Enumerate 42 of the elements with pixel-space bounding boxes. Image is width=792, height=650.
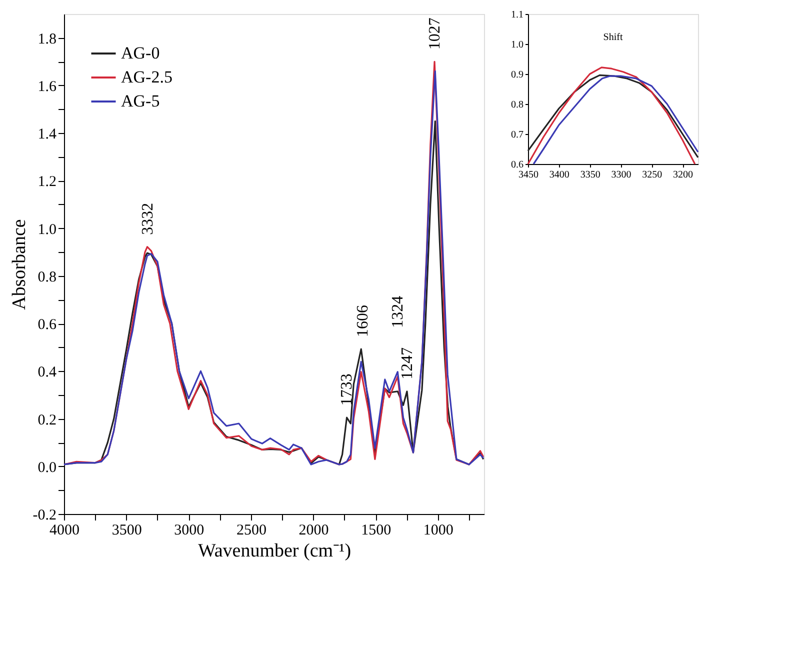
x-tick-label: 3350 [580,170,600,180]
y-tick-label: 0.8 [38,269,56,286]
y-tick-label: 0.8 [511,100,524,110]
x-tick-label: 1500 [361,522,392,538]
x-tick-label: 3200 [673,170,694,180]
x-axis-title: Wavenumber (cm⁻¹) [198,540,352,562]
annotation: 1027 [426,18,444,50]
y-tick-label: 0.7 [511,130,524,140]
annotation: 1606 [354,305,372,337]
legend-label: AG-5 [121,92,160,110]
y-tick-label: 0.0 [38,460,56,476]
y-tick-label: 0.2 [38,412,56,428]
y-tick-label: 1.0 [38,222,56,238]
x-tick-label: 1000 [423,522,454,538]
x-tick-label: 3400 [549,170,570,180]
x-tick-label: 3000 [174,522,204,538]
x-tick-label: 3450 [518,170,538,180]
y-tick-label: 1.6 [38,78,57,95]
y-axis-title: Absorbance [8,219,30,310]
annotation: 1324 [390,296,407,328]
annotation: 1247 [399,347,416,380]
annotation: Shift [603,32,623,43]
y-tick-label: 0.4 [38,364,57,381]
y-tick-label: 1.1 [511,10,524,20]
y-tick-label: -0.2 [32,508,56,524]
y-tick-label: 1.0 [511,40,524,50]
x-tick-label: 3300 [611,170,632,180]
y-tick-label: 1.2 [38,174,56,190]
x-tick-label: 3500 [112,522,142,538]
y-tick-label: 0.6 [38,317,57,334]
x-tick-label: 2500 [236,522,266,538]
annotation: 3332 [139,202,156,235]
y-tick-label: 0.9 [511,70,524,80]
y-tick-label: 0.6 [511,160,524,170]
x-tick-label: 3250 [642,170,662,180]
legend-label: AG-2.5 [121,68,172,86]
annotation: 1733 [338,374,356,406]
x-tick-label: 4000 [50,522,80,538]
y-tick-label: 1.8 [38,31,56,48]
y-tick-label: 1.4 [38,126,57,143]
x-tick-label: 2000 [298,522,329,538]
legend-label: AG-0 [121,44,160,62]
